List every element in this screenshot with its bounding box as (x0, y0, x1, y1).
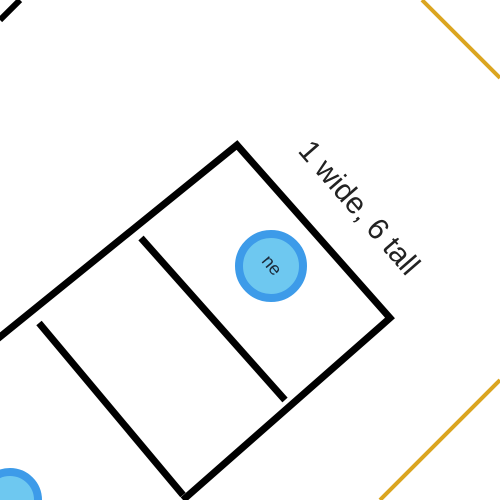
frame-edge-bottom (378, 378, 500, 500)
cell-divider (36, 320, 186, 498)
grid-size-label: 1 wide, 6 tall (292, 134, 426, 282)
outer-edge-line (0, 0, 23, 23)
ne-marker (235, 230, 307, 302)
grid-outer-edge (0, 140, 395, 500)
cell-top: ne (235, 230, 307, 302)
frame-edge-top (420, 0, 500, 80)
grid-column (0, 140, 395, 500)
cell-divider (138, 235, 288, 403)
partial-marker (0, 468, 42, 500)
